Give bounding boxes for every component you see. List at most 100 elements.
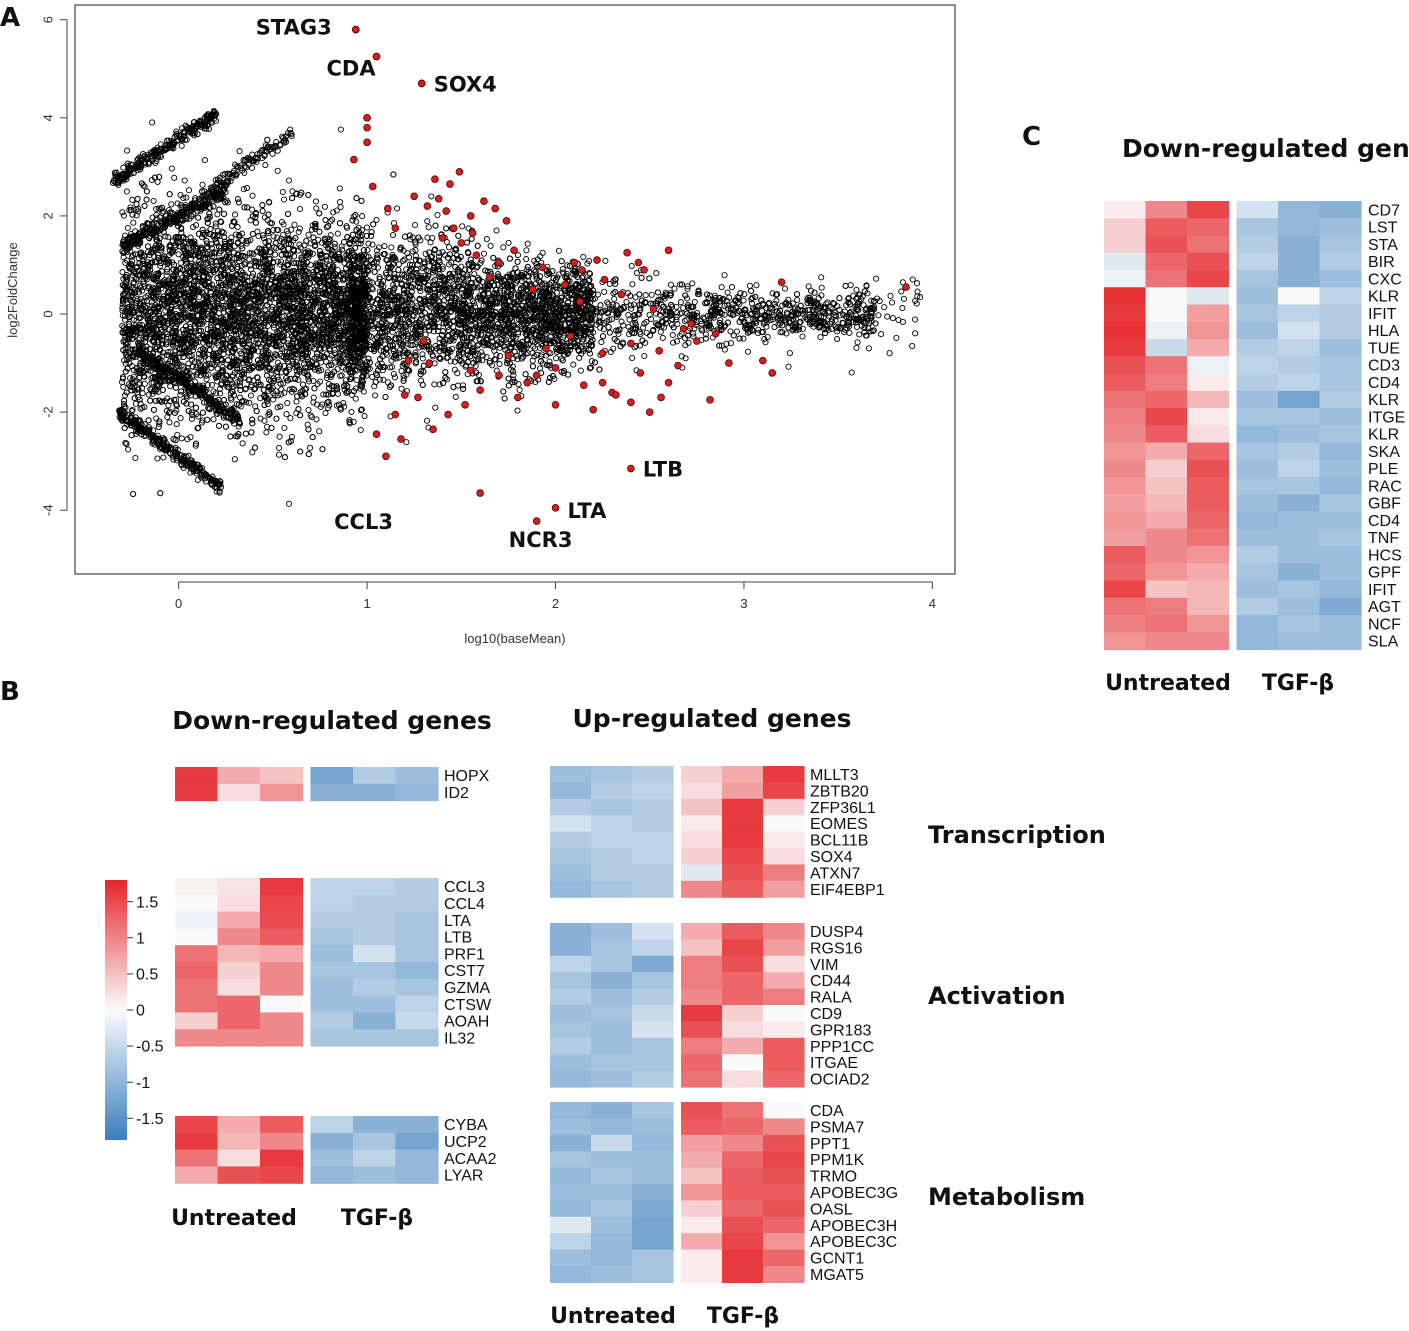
panel-letter-b: B — [0, 677, 20, 707]
ma-point — [514, 252, 522, 259]
ma-point — [371, 383, 378, 390]
ma-point — [130, 373, 137, 380]
ma-point — [120, 212, 127, 219]
ma-point — [175, 251, 182, 258]
ma-point — [606, 316, 613, 324]
ma-point — [145, 283, 153, 290]
ma-point — [153, 205, 160, 213]
ma-point — [283, 411, 290, 418]
ma-point — [269, 303, 276, 311]
ma-point — [377, 347, 384, 354]
ma-point — [670, 339, 677, 346]
ma-point — [608, 316, 615, 323]
ma-point — [445, 244, 453, 251]
ma-point — [210, 232, 217, 239]
ma-point — [494, 271, 502, 278]
ma-point — [305, 375, 312, 382]
ma-point — [779, 302, 786, 309]
ma-point — [555, 247, 562, 254]
panel-letter-a: A — [0, 3, 20, 33]
ma-point — [364, 247, 371, 254]
ma-point — [295, 228, 302, 236]
ma-point — [285, 500, 293, 507]
ma-point — [322, 410, 329, 417]
ma-point — [749, 294, 756, 301]
ma-point — [516, 386, 523, 394]
ma-point — [178, 435, 185, 442]
ma-point — [684, 285, 691, 292]
ma-point — [428, 346, 435, 353]
ma-point — [514, 321, 521, 328]
ma-point — [346, 416, 353, 424]
ma-point — [316, 428, 323, 435]
ma-point — [307, 412, 314, 419]
ma-point — [430, 278, 437, 285]
ma-point — [641, 352, 648, 360]
ma-point — [671, 285, 678, 292]
ma-point — [449, 345, 456, 352]
ma-point — [585, 277, 592, 284]
ma-point — [217, 385, 224, 392]
ma-point — [475, 357, 482, 364]
ma-point — [246, 250, 253, 257]
ma-point — [177, 259, 184, 266]
ma-point — [119, 307, 126, 314]
ma-point — [288, 226, 295, 233]
ma-point — [412, 252, 419, 259]
ma-point — [239, 440, 246, 447]
ma-point — [642, 292, 649, 299]
ma-point — [417, 327, 424, 334]
ma-point — [122, 439, 129, 446]
ma-point — [246, 256, 253, 263]
ma-point — [119, 375, 126, 382]
ma-point — [586, 365, 594, 372]
ma-point — [275, 451, 283, 458]
ma-point — [261, 417, 268, 424]
ma-point — [305, 378, 313, 385]
ma-point — [667, 281, 674, 288]
ma-point — [794, 296, 801, 304]
ma-point — [264, 423, 271, 430]
ma-point — [539, 281, 546, 288]
ma-point — [580, 253, 587, 261]
ma-point — [310, 377, 317, 385]
ma-point — [500, 244, 507, 251]
ma-point — [485, 285, 492, 292]
ma-point — [740, 335, 747, 342]
ma-point — [422, 250, 429, 257]
ma-point — [249, 206, 256, 213]
ma-point — [412, 247, 419, 254]
ma-point — [468, 260, 475, 267]
ma-point — [287, 415, 294, 422]
ma-point — [418, 311, 425, 318]
ma-point — [180, 286, 187, 293]
ma-point — [243, 399, 250, 406]
ma-point — [480, 250, 488, 257]
ma-point — [594, 291, 601, 298]
ma-point — [637, 331, 644, 338]
ma-point — [520, 320, 527, 327]
ma-point — [395, 261, 402, 268]
ma-point — [497, 352, 504, 360]
ma-point — [723, 297, 731, 304]
ma-point — [140, 182, 147, 189]
ma-point — [178, 224, 185, 231]
ma-point — [653, 270, 660, 277]
ma-point-cloud — [109, 107, 924, 507]
ma-point — [425, 224, 432, 231]
ma-point — [305, 231, 312, 238]
ma-point — [343, 223, 350, 230]
panel-letter-c: C — [1022, 122, 1041, 152]
ma-point — [231, 456, 238, 463]
ma-point — [169, 272, 176, 279]
ma-point — [463, 340, 470, 347]
ma-point — [315, 236, 322, 243]
ma-point — [474, 284, 481, 291]
ma-point — [432, 404, 439, 411]
ma-point — [428, 193, 435, 200]
ma-point — [330, 209, 337, 216]
ma-point — [471, 271, 478, 278]
ma-point — [288, 433, 295, 440]
ma-point — [243, 185, 251, 192]
